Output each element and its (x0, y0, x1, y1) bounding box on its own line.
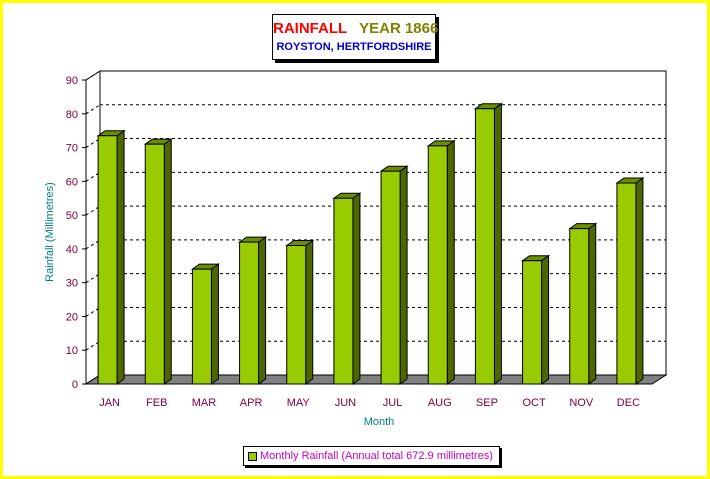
bar-side (399, 165, 408, 385)
chart-subtitle: ROYSTON, HERTFORDSHIRE (276, 41, 432, 53)
bar-side (541, 254, 550, 385)
y-tick-label: 60 (66, 176, 78, 188)
y-tick-label: 70 (66, 143, 78, 155)
bar-side (635, 177, 644, 385)
x-tick-label: FEB (146, 397, 167, 409)
x-tick-label: DEC (617, 397, 640, 409)
bar (286, 245, 307, 385)
bar-side (588, 222, 597, 385)
y-axis-title: Rainfall (Millimetres) (44, 182, 56, 282)
bar-side (116, 129, 125, 385)
x-tick-label: JUL (383, 397, 403, 409)
y-tick-label: 0 (72, 379, 78, 391)
bar (144, 143, 165, 385)
bar (191, 268, 212, 385)
bar-side (163, 138, 172, 385)
x-tick-label: JUN (335, 397, 356, 409)
bar-side (352, 192, 361, 385)
y-tick-label: 30 (66, 278, 78, 290)
legend: Monthly Rainfall (Annual total 672.9 mil… (243, 446, 500, 466)
chart-title-rainfall: RAINFALL (273, 20, 347, 37)
bar-side (446, 139, 455, 385)
chart-title-box: RAINFALL YEAR 1866 ROYSTON, HERTFORDSHIR… (272, 14, 439, 60)
bar (97, 135, 118, 385)
y-tick-label: 20 (66, 311, 78, 323)
bar (333, 197, 354, 385)
bar (427, 145, 448, 385)
y-tick-label: 10 (66, 345, 78, 357)
chart-title: RAINFALL YEAR 1866 (273, 20, 439, 37)
y-tick-label: 50 (66, 210, 78, 222)
y-tick-label: 90 (66, 75, 78, 87)
bar-side (493, 102, 502, 385)
x-tick-label: MAR (192, 397, 217, 409)
grid-line-side (85, 104, 101, 115)
bar-side (210, 263, 219, 385)
x-tick-label: MAY (287, 397, 311, 409)
bar (474, 108, 495, 385)
legend-swatch (248, 451, 257, 461)
bar (569, 228, 590, 385)
x-axis-title: Month (364, 416, 395, 428)
bar-side (258, 236, 267, 385)
x-tick-label: APR (240, 397, 263, 409)
bar (239, 241, 260, 385)
x-tick-label: AUG (428, 397, 452, 409)
x-tick-label: JAN (99, 397, 120, 409)
y-tick-label: 40 (66, 244, 78, 256)
bar (522, 260, 543, 385)
legend-entry: Monthly Rainfall (Annual total 672.9 mil… (260, 450, 493, 462)
grid-line-side (85, 70, 101, 81)
x-tick-label: OCT (522, 397, 546, 409)
x-tick-label: SEP (476, 397, 498, 409)
bar (380, 170, 401, 385)
bar-side (305, 239, 314, 385)
x-tick-label: NOV (569, 397, 594, 409)
chart-title-year: YEAR 1866 (359, 20, 439, 37)
y-tick-label: 80 (66, 109, 78, 121)
bar (616, 182, 637, 385)
